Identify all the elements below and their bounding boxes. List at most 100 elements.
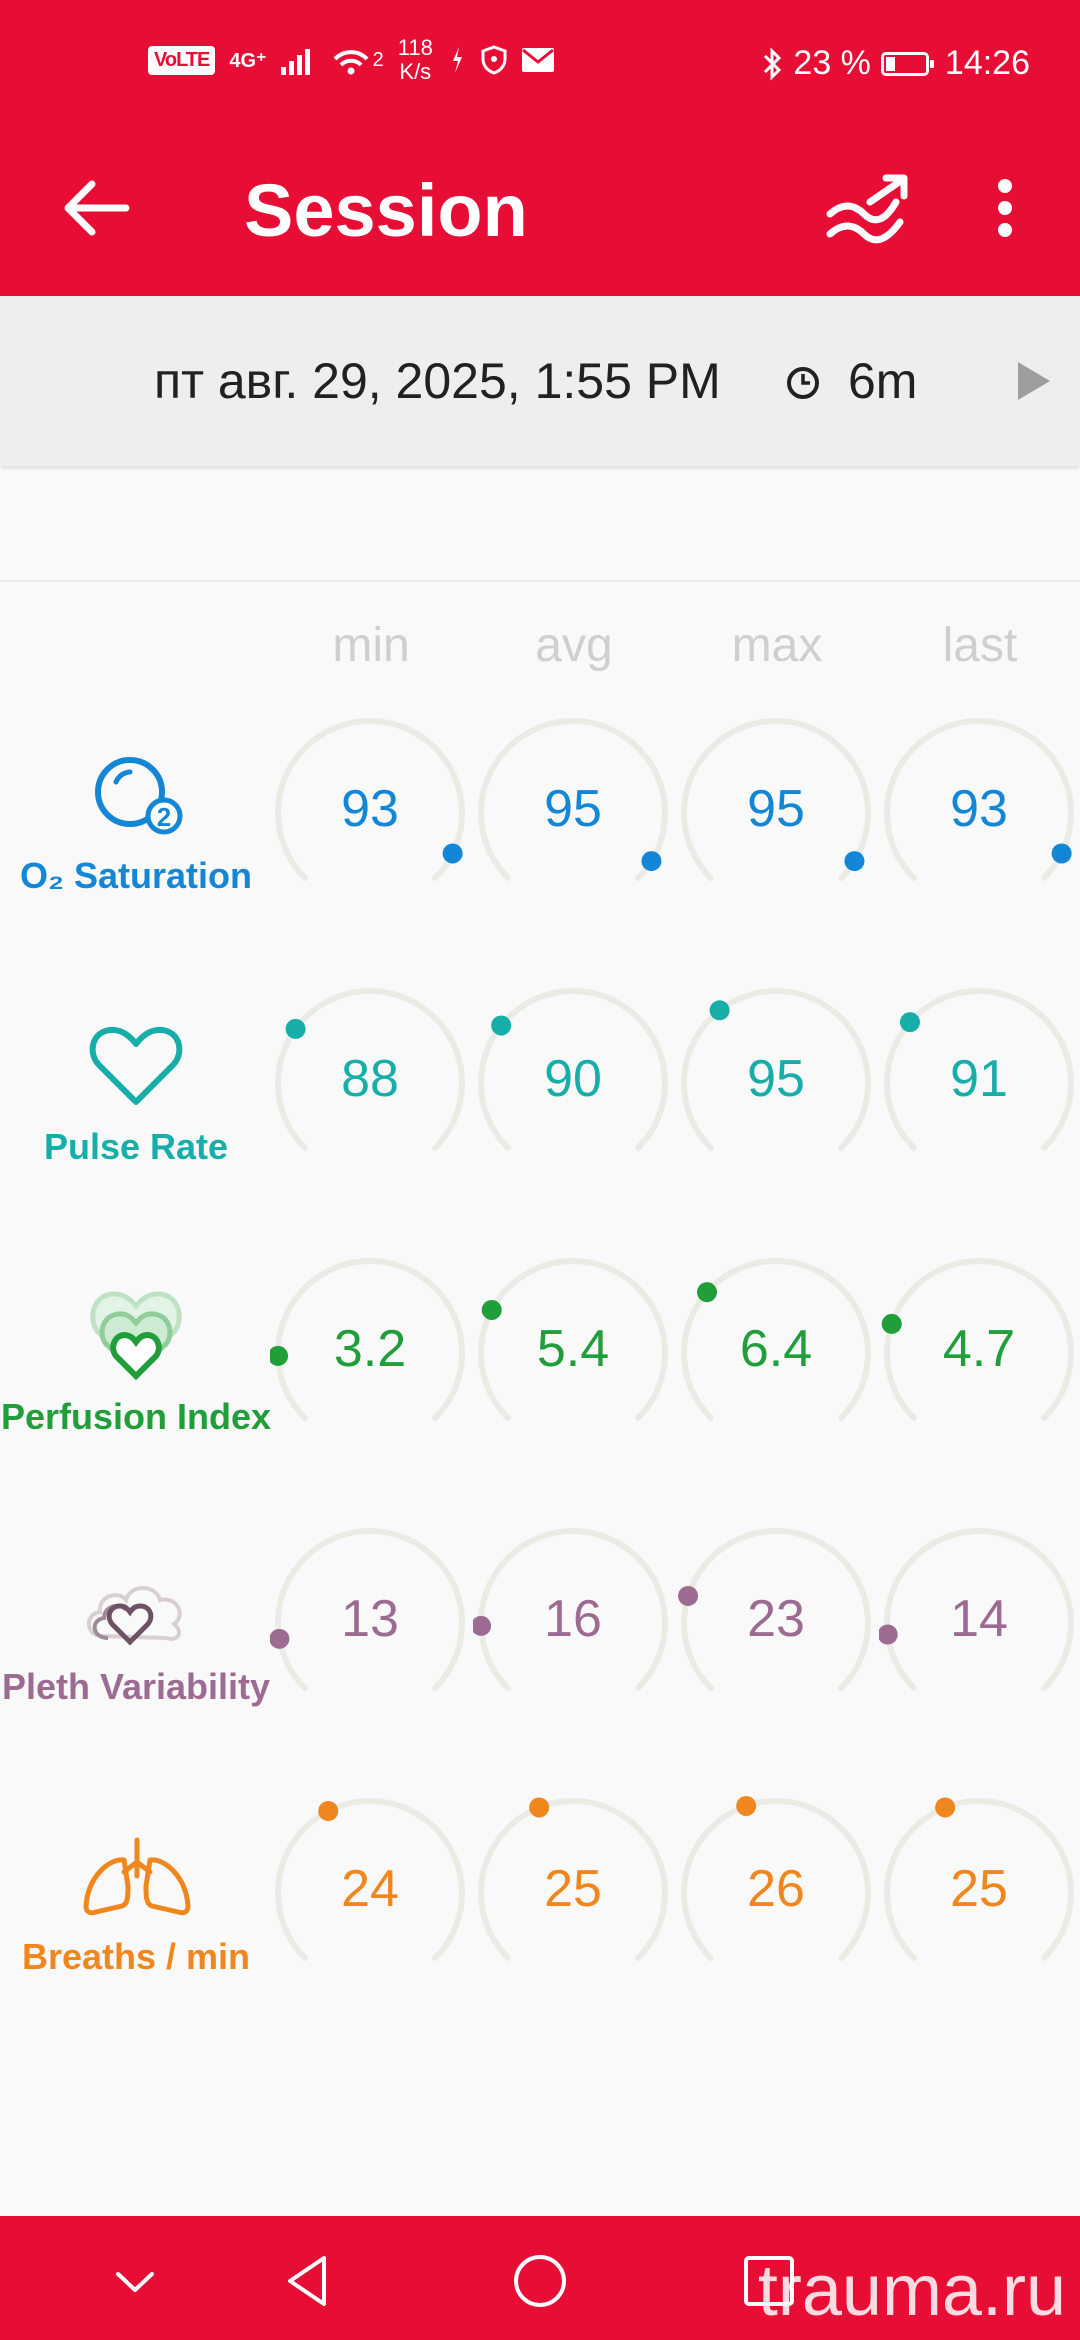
gauge-dial <box>881 1258 1074 1422</box>
o2-saturation-icon: 2 <box>95 757 183 835</box>
gauge-indicator-dot <box>641 851 662 872</box>
gauge-track <box>275 1798 465 1962</box>
gauge-dial <box>681 1258 871 1422</box>
gauge-dial <box>471 1528 668 1692</box>
volte-badge: VoLTE <box>148 45 216 75</box>
trend-chart-icon[interactable] <box>820 162 920 252</box>
gauge-breaths-per-min-last: 25 <box>879 1793 1079 1993</box>
gauge-track <box>884 1798 1074 1962</box>
gauge-track <box>681 718 871 882</box>
home-circle-icon[interactable] <box>505 2246 575 2316</box>
gauge-breaths-per-min-min: 24 <box>270 1793 470 1993</box>
gauge-dial <box>877 1528 1074 1692</box>
gauge-perfusion-index-min: 3.2 <box>268 1253 470 1453</box>
gauge-indicator-dot <box>1051 843 1072 864</box>
speed-value: 118 <box>397 35 433 60</box>
chevron-down-icon[interactable] <box>100 2246 170 2316</box>
gauge-track <box>884 718 1074 882</box>
gauge-dial <box>275 718 465 882</box>
gauge-indicator-dot <box>935 1797 956 1818</box>
gauge-value: 26 <box>747 1860 805 1918</box>
gauge-value: 95 <box>544 780 602 838</box>
gauge-value: 24 <box>341 1860 399 1918</box>
gauge-dial <box>678 1528 871 1692</box>
gauge-dial <box>681 1795 871 1962</box>
column-header-max: max <box>731 619 823 672</box>
gauge-value: 23 <box>747 1590 805 1648</box>
gauge-dial <box>275 988 465 1152</box>
gauge-indicator-dot <box>442 843 463 864</box>
back-arrow-icon[interactable] <box>56 168 136 248</box>
gauge-breaths-per-min-avg: 25 <box>473 1793 673 1993</box>
gauge-dial <box>884 718 1074 882</box>
gauge-track <box>884 1258 1074 1422</box>
gauge-perfusion-index-last: 4.7 <box>879 1253 1079 1453</box>
gauge-value: 25 <box>544 1860 602 1918</box>
gauge-indicator-dot <box>269 1628 290 1649</box>
wifi-index: 2 <box>372 48 384 71</box>
bluetooth-icon <box>764 46 782 81</box>
app-bar: Session <box>0 132 1080 296</box>
heart-icon <box>89 1026 183 1105</box>
gauge-dial <box>269 1528 465 1692</box>
gauge-track <box>478 1798 668 1962</box>
gauge-indicator-dot <box>844 851 865 872</box>
gauge-o2-saturation-last: 93 <box>879 713 1079 913</box>
gauge-track <box>275 718 465 882</box>
gauge-track <box>478 718 668 882</box>
metric-label-pulse-rate: Pulse Rate <box>43 1126 229 1167</box>
status-right: 23 % 14:26 <box>761 44 1030 83</box>
svg-text:2: 2 <box>157 802 171 832</box>
network-type: 4G⁺ <box>229 49 267 72</box>
gauge-indicator-dot <box>736 1795 757 1816</box>
gauge-value: 13 <box>341 1590 399 1648</box>
gauge-value: 5.4 <box>536 1320 610 1378</box>
signal-icon <box>280 49 310 75</box>
metric-label-breaths-per-min: Breaths / min <box>21 1936 251 1977</box>
gauge-indicator-dot <box>877 1624 898 1645</box>
gauge-pulse-rate-avg: 90 <box>473 983 673 1183</box>
gauge-dial <box>884 988 1074 1152</box>
gauge-track <box>275 988 465 1152</box>
gauge-indicator-dot <box>471 1615 492 1636</box>
gauge-breaths-per-min-max: 26 <box>676 1793 876 1993</box>
clock-icon <box>787 367 819 399</box>
gauge-track <box>478 988 668 1152</box>
perfusion-heart-icon <box>90 1291 182 1381</box>
more-vert-icon[interactable] <box>980 162 1030 252</box>
app-notification-icon <box>452 47 462 73</box>
gauge-o2-saturation-avg: 95 <box>473 713 673 913</box>
play-icon[interactable] <box>1010 356 1056 406</box>
gauge-value: 91 <box>950 1050 1008 1108</box>
column-header-last: last <box>942 619 1018 672</box>
gauge-o2-saturation-max: 95 <box>676 713 876 913</box>
gauge-value: 14 <box>950 1590 1008 1648</box>
gauge-track <box>681 1798 871 1962</box>
gauge-value: 95 <box>747 780 805 838</box>
gauge-dial <box>681 988 871 1152</box>
gauge-indicator-dot <box>285 1018 306 1039</box>
gauge-track <box>884 988 1074 1152</box>
gauge-dial <box>478 718 668 882</box>
back-triangle-icon[interactable] <box>274 2246 344 2316</box>
column-header-min: min <box>332 619 410 672</box>
gauge-indicator-dot <box>481 1299 502 1320</box>
network-speed: 118 K/s <box>398 36 433 84</box>
page-title: Session <box>244 169 528 252</box>
speed-unit: K/s <box>399 59 432 84</box>
shield-icon <box>481 45 507 75</box>
gauge-pleth-variability-last: 14 <box>877 1523 1079 1723</box>
gauge-dial <box>478 1258 668 1422</box>
gauge-perfusion-index-avg: 5.4 <box>473 1253 673 1453</box>
gauge-dial <box>268 1258 465 1422</box>
gauge-indicator-dot <box>899 1012 920 1033</box>
gauge-value: 3.2 <box>333 1320 407 1378</box>
status-left: VoLTE 4G⁺ 2 118 K/s <box>148 36 555 84</box>
recents-square-icon[interactable] <box>734 2246 804 2316</box>
system-nav-bar: trauma.ru <box>0 2216 1080 2340</box>
gauge-indicator-dot <box>696 1282 717 1303</box>
gauge-value: 25 <box>950 1860 1008 1918</box>
metric-label-pleth-variability: Pleth Variability <box>1 1666 271 1707</box>
gauge-value: 93 <box>341 780 399 838</box>
gauge-track <box>478 1258 668 1422</box>
